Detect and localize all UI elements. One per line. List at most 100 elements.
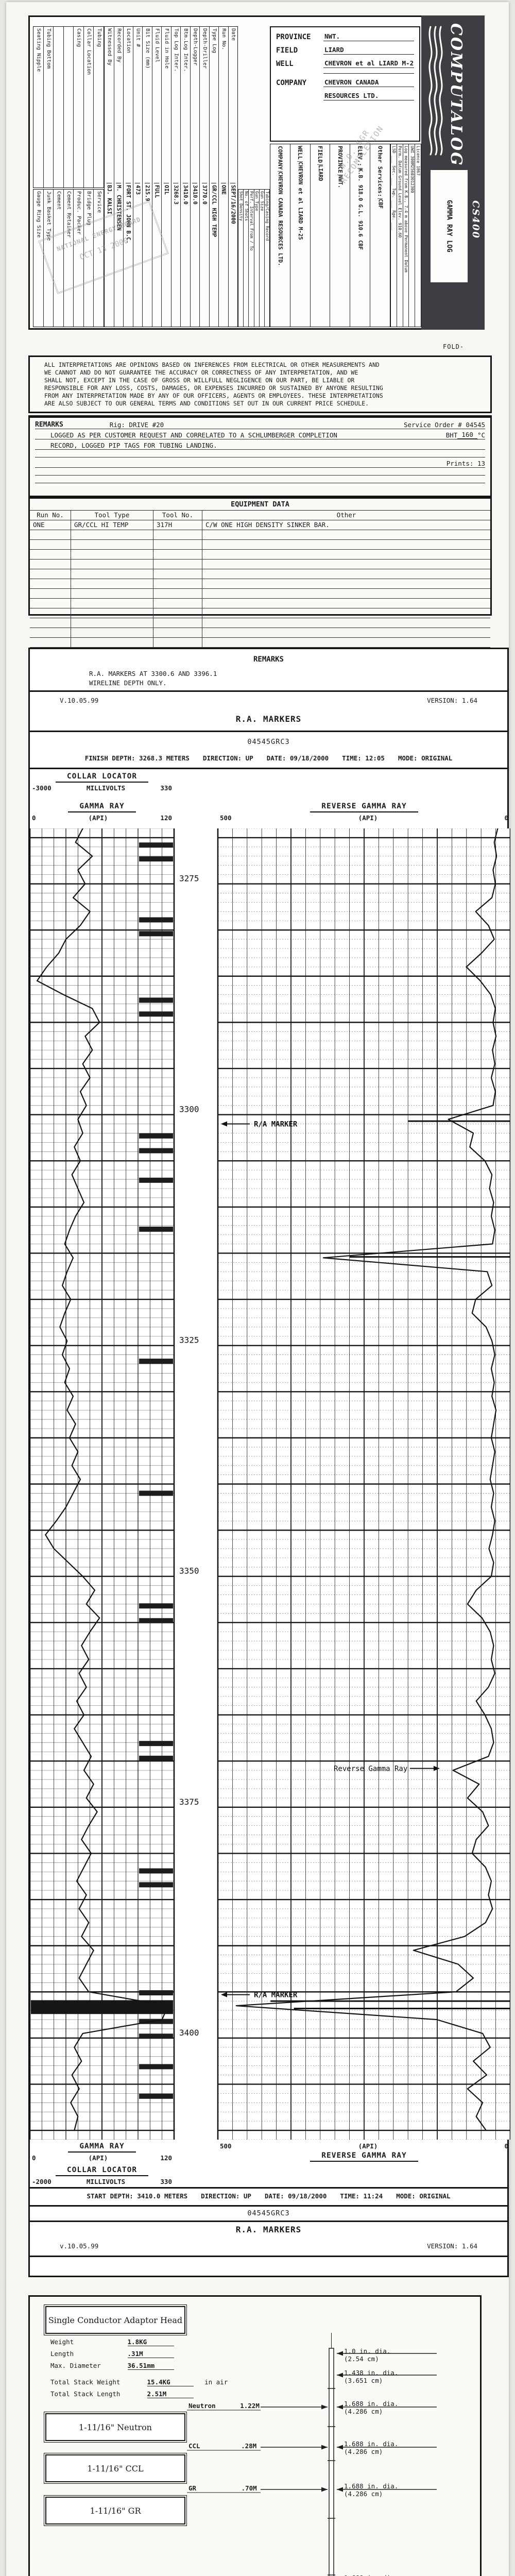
header-column: No. of Shots	[243, 190, 248, 327]
log-remark-2: WIRELINE DEPTH ONLY.	[89, 679, 167, 687]
model-number: CS400	[470, 200, 481, 239]
header-column-value: FORT ST. JOHN B.C.	[125, 185, 131, 244]
header-column-value: ONE	[220, 185, 227, 195]
start-depth: START DEPTH: 3410.0 METERS	[87, 2192, 188, 2200]
reverse-left-value: 500	[220, 814, 232, 822]
reverse-unit-bottom: (API)	[358, 2142, 378, 2150]
header-column-label: Recorded By	[116, 28, 122, 183]
company-label: COMPANY	[276, 79, 307, 87]
software-version-bottom: v.10.05.99	[60, 2242, 99, 2250]
header-column: Gun Type	[253, 190, 259, 327]
equipment-empty-cell	[202, 608, 490, 618]
header-column-label: Fluid Level	[154, 28, 160, 183]
header-column-value: K.B. 918.0 G.L. 910.6 CBF	[357, 167, 364, 250]
header-column: Recorded By M. CHRISTENSEN	[113, 27, 124, 327]
sr-dia: 1.688 in. dia. (4.286 cm)	[344, 2574, 398, 2576]
col-tool-type: Tool Type	[71, 511, 153, 520]
log-type-box: GAMMA RAY LOG	[431, 170, 468, 282]
weight-spec: Weight 1.8KG	[50, 2338, 174, 2346]
bottom-scale-header: GAMMA RAY 0 (API) 120 COLLAR LOCATOR -20…	[30, 2140, 510, 2187]
header-column-label: Cement	[56, 191, 62, 210]
header-column-label: COMPANY	[277, 146, 284, 170]
col-other: Other	[202, 511, 490, 520]
log-remarks-title: REMARKS	[253, 655, 284, 664]
finish-depth: FINISH DEPTH: 3268.3 METERS	[84, 754, 190, 762]
equipment-empty-cell	[153, 579, 202, 589]
disclaimer-line: WE CANNOT AND DO NOT GUARANTEE THE ACCUR…	[44, 369, 358, 376]
diameter-spec: Max. Diameter 36.51mm	[50, 2362, 174, 2370]
header-column: Tubing/Casing Record	[264, 190, 269, 327]
header-column-value: BJ. KALSI	[106, 185, 112, 214]
gamma-right-bottom: 120	[160, 2154, 172, 2162]
gamma-unit: (API)	[88, 814, 108, 822]
disclaimer-line: RESPONSIBLE FOR ANY LOSS, COSTS, DAMAGES…	[44, 384, 383, 392]
disclaimer-line: ARE ALSO SUBJECT TO OUR GENERAL TERMS AN…	[44, 400, 369, 407]
run-no-value: ONE	[30, 520, 71, 530]
header-column-label: Perm. Datum Ground Level Elev. 910.60	[398, 146, 403, 238]
ccl-tool-box: 1-11/16" CCL	[45, 2454, 185, 2482]
start-mode: MODE: ORIGINAL	[396, 2192, 451, 2200]
finish-date: DATE: 09/18/2000	[266, 754, 329, 762]
header-column-value: 215.9	[144, 185, 150, 201]
header-column: Fluid in Hole OIL	[161, 27, 171, 327]
bht-label: BHT	[445, 431, 458, 439]
log-chart: 3275 3300 3325 3350 3375 3400 R/A MARKER R/A MA…	[30, 828, 510, 2140]
header-column: Top Log Inter. 3268.3	[170, 27, 181, 327]
gamma-left-bottom: 0	[32, 2154, 36, 2162]
equipment-empty-cell	[30, 550, 71, 560]
equipment-empty-cell	[202, 560, 490, 569]
header-column-label: Unit #	[135, 28, 141, 183]
header-column-label: Casing	[76, 28, 82, 47]
header-column: Unit # 473	[132, 27, 143, 327]
header-column: ELEV.: K.B. 918.0 G.L. 910.6 CBF	[350, 144, 370, 327]
equipment-empty-cell	[30, 599, 71, 608]
fold-label: FOLD-	[443, 343, 465, 350]
header-column-label: Witnessed By	[106, 28, 112, 183]
collar-unit: MILLIVOLTS	[86, 784, 126, 792]
header-column-value: 473	[134, 185, 141, 195]
length-label: Length	[50, 2350, 74, 2358]
header-column-label: Cement Retainer	[66, 191, 72, 238]
log-title: R.A. MARKERS	[235, 714, 302, 724]
header-column-value: NWT.	[337, 174, 344, 189]
log-section: REMARKS R.A. MARKERS AT 3300.6 AND 3396.…	[28, 648, 510, 2277]
header-column: Gauge Ring Size	[33, 190, 43, 327]
company-value-1: CHEVRON CANADA	[323, 78, 414, 87]
header-column-label: Produc. Packer	[76, 191, 82, 235]
equipment-empty-cell	[202, 530, 490, 540]
remarks-box: REMARKS Rig: DRIVE #20 Service Order # 0…	[28, 415, 492, 497]
gr-length: GR .70M	[188, 2484, 257, 2492]
header-column-value: LIARD	[317, 164, 323, 181]
header-column: Produc. Packer	[73, 190, 83, 327]
header-column	[53, 27, 63, 188]
well-label: WELL	[276, 60, 294, 68]
gr-tool-box: 1-11/16" GR	[45, 2497, 185, 2524]
header-column: UWI 300M25603012300	[408, 144, 415, 327]
disclaimer-line: ALL INTERPRETATIONS ARE OPINIONS BASED O…	[44, 361, 380, 368]
header-column-value: 3268.3	[173, 185, 179, 205]
rotated-well-fields: COMPANY CHEVRON CANADA RESOURCES LTD. WELL…	[270, 144, 390, 327]
equipment-empty-cell	[153, 560, 202, 569]
well-value: CHEVRON et al LIARD M-25	[323, 59, 414, 68]
header-column: Fluid Level FULL	[151, 27, 162, 327]
equipment-empty-cell	[30, 589, 71, 599]
computalog-banner: COMPUTALOG GAMMA RAY LOG CS400	[421, 15, 485, 330]
header-column-label: Tubing/Casing Record	[265, 191, 270, 241]
log-remark-1: R.A. MARKERS AT 3300.6 AND 3396.1	[89, 670, 217, 677]
disclaimer-box: ALL INTERPRETATIONS ARE OPINIONS BASED O…	[28, 355, 492, 413]
tool-type-value: GR/CCL HI TEMP	[71, 520, 153, 530]
neutron-length-value: 1.22M	[240, 2402, 260, 2410]
header-column: Location FORT ST. JOHN B.C.	[123, 27, 133, 327]
disclaimer-text: ALL INTERPRETATIONS ARE OPINIONS BASED O…	[44, 361, 484, 408]
finish-depth-row: FINISH DEPTH: 3268.3 METERS DIRECTION: U…	[30, 754, 507, 762]
disclaimer-line: FROM ANY INTERPRETATION MADE BY ANY OF O…	[44, 392, 383, 399]
header-column: Seating Nipple	[33, 27, 43, 188]
equipment-empty-cell	[30, 530, 71, 540]
disclaimer-line: SHALL NOT, EXCEPT IN THE CASE OF GROSS O…	[44, 377, 355, 384]
header-column: WELL CHEVRON et al LIARD M-25	[289, 144, 310, 327]
equipment-empty-cell	[153, 589, 202, 599]
header-column-label: Tubing	[96, 28, 102, 47]
log-title-bottom: R.A. MARKERS	[235, 2225, 302, 2234]
adaptor-head-box: Single Conductor Adaptor Head	[45, 2306, 185, 2334]
header-column: PROVINCE NWT.	[330, 144, 350, 327]
